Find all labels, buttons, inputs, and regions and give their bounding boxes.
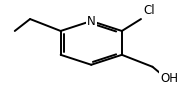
Text: N: N (87, 15, 96, 28)
Text: OH: OH (160, 72, 178, 85)
Text: Cl: Cl (143, 4, 154, 17)
